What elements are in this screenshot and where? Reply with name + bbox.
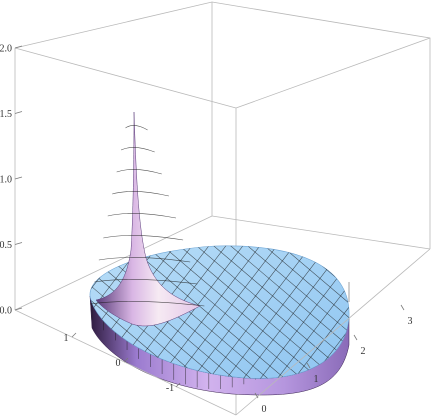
x-tick-label: 0 [116, 358, 121, 369]
mesh-line [228, 245, 350, 379]
y-tick-label: 3 [408, 316, 413, 327]
spike-line [125, 125, 148, 131]
mesh-line [260, 245, 350, 379]
spike-mesh [89, 125, 205, 307]
spike-line [112, 191, 169, 197]
x-tick-label: -1 [166, 383, 174, 394]
spike-line [116, 169, 162, 175]
mesh-line [363, 230, 436, 400]
spike-line [89, 301, 205, 307]
z-tick [14, 307, 23, 311]
x-tick [123, 357, 129, 363]
mesh-line [397, 230, 436, 400]
mesh-line [126, 245, 328, 379]
x-tick-label: 1 [64, 333, 69, 344]
mesh-line [194, 245, 350, 379]
mesh-line [89, 245, 171, 379]
z-tick-label: 2.0 [0, 44, 12, 55]
mesh-line [0, 230, 85, 400]
y-tick-label: 1 [314, 374, 319, 385]
mesh-line [380, 230, 436, 400]
z-tick-label: 1.5 [0, 109, 12, 120]
mesh-line [192, 245, 324, 379]
z-tick [14, 176, 23, 180]
x-tick [175, 382, 181, 388]
z-tick-label: 1.0 [0, 175, 12, 186]
x-tick [71, 332, 77, 338]
mesh-line [245, 245, 350, 379]
mesh-line [262, 245, 350, 379]
y-tick-label: 2 [361, 346, 366, 357]
spike-line [107, 213, 177, 219]
mesh-line [243, 245, 350, 379]
y-tick [353, 334, 358, 341]
surface [0, 111, 436, 400]
y-tick-label: 0 [262, 404, 267, 415]
mesh-line [0, 230, 89, 400]
y-tick [400, 304, 405, 311]
mesh-line [89, 245, 107, 379]
spike-line [120, 147, 155, 153]
mesh-line [414, 230, 436, 400]
mesh-line [277, 245, 350, 379]
spike-line [94, 279, 198, 285]
y-tick [306, 362, 311, 369]
bounding-box-front [14, 248, 431, 416]
z-tick-label: 0.0 [0, 306, 12, 317]
spike-line [98, 257, 191, 263]
y-axis: 0 1 2 3 [254, 304, 413, 415]
mesh-line [211, 245, 350, 379]
spike-line [103, 235, 184, 241]
x-axis: 1 0 -1 [64, 332, 181, 394]
z-tick [14, 111, 23, 114]
y-tick [254, 392, 259, 399]
z-axis: 0.0 0.5 1.0 1.5 2.0 [0, 44, 23, 317]
z-tick-label: 0.5 [0, 240, 12, 251]
z-tick [14, 45, 23, 49]
z-tick [14, 242, 23, 245]
